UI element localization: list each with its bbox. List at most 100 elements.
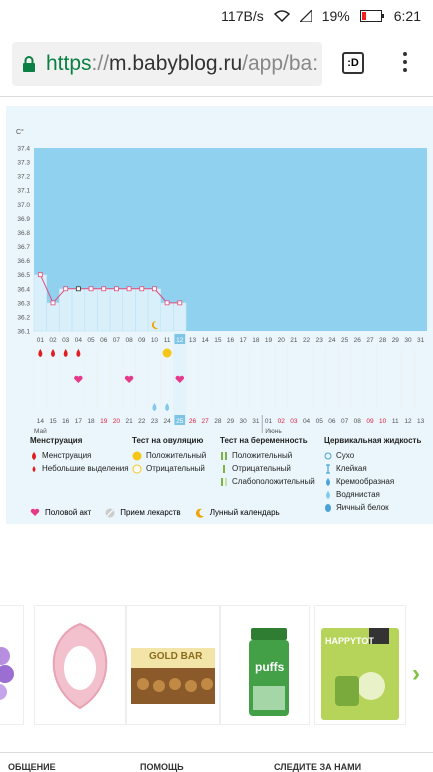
- day-label: 12: [176, 337, 184, 344]
- date-label: 23: [151, 418, 159, 425]
- temperature-point: [75, 286, 81, 292]
- moon-icon: [151, 320, 159, 329]
- product-card-happytot[interactable]: HAPPYTOT: [314, 605, 406, 725]
- temperature-point: [126, 286, 132, 292]
- lock-icon: [23, 56, 35, 72]
- gold-bar-image: [131, 648, 215, 704]
- day-label: 28: [379, 337, 387, 344]
- cervical-watery-drop: [152, 403, 157, 411]
- date-label: 10: [379, 418, 387, 425]
- date-label: 07: [341, 418, 349, 425]
- happytot-pouch-image: [321, 628, 399, 720]
- footer-help[interactable]: ПОМОЩЬ: [140, 762, 184, 772]
- date-label: 01: [265, 418, 273, 425]
- date-label: 21: [125, 418, 133, 425]
- temperature-point: [88, 286, 94, 292]
- legend-item: Кремообразная: [336, 477, 395, 486]
- day-label: 03: [62, 337, 70, 344]
- product-card-gold-bar[interactable]: GOLD BAR: [126, 605, 220, 725]
- day-label: 05: [87, 337, 95, 344]
- wifi-icon: [273, 10, 290, 22]
- date-label: 04: [303, 418, 311, 425]
- legend-item: Сухо: [336, 451, 355, 460]
- day-label: 26: [354, 337, 362, 344]
- temperature-bar: [122, 288, 136, 332]
- legend-item: Отрицательный: [232, 464, 291, 473]
- product-card-teether-partial[interactable]: [0, 605, 24, 725]
- y-tick-label: 36.3: [17, 300, 30, 307]
- day-label: 17: [240, 337, 248, 344]
- battery-icon: [359, 10, 384, 22]
- browser-toolbar: https://m.babyblog.ru/app/ba: :D: [0, 34, 433, 97]
- status-bar: 117B/s 19% 6:21: [0, 0, 433, 34]
- y-tick-label: 37.1: [17, 188, 30, 195]
- temperature-bar: [46, 302, 60, 332]
- day-label: 01: [37, 337, 45, 344]
- date-label: 25: [176, 418, 184, 425]
- current-day-highlight: [174, 334, 186, 344]
- menstruation-drop: [38, 349, 43, 357]
- legend-ovulation: Тест на овуляцию Положительный Отрицател…: [132, 436, 206, 475]
- temperature-bar: [97, 288, 111, 332]
- pink-teether-image: [52, 622, 108, 710]
- y-tick-label: 37.4: [17, 146, 30, 153]
- month-label-may: Май: [34, 427, 47, 435]
- footer-follow[interactable]: СЛЕДИТЕ ЗА НАМИ: [274, 762, 362, 772]
- legend-item: Положительный: [146, 451, 207, 460]
- day-label: 16: [227, 337, 235, 344]
- date-label: 05: [316, 418, 324, 425]
- date-label: 06: [328, 418, 336, 425]
- y-tick-label: 36.4: [17, 286, 30, 293]
- product-card-puffs[interactable]: puffs: [220, 605, 310, 725]
- next-arrow-icon[interactable]: ›: [412, 660, 420, 687]
- network-speed: 117B/s: [221, 8, 264, 24]
- temperature-bar: [33, 274, 47, 332]
- purple-teether-image: [0, 647, 14, 700]
- puffs-canister-image: [249, 628, 289, 716]
- double-bar-icon: [221, 451, 227, 460]
- intercourse-heart: [74, 375, 83, 383]
- y-tick-label: 37.0: [17, 202, 30, 209]
- y-tick-label: 36.2: [17, 314, 30, 321]
- intercourse-heart: [124, 375, 134, 383]
- day-label: 14: [202, 337, 210, 344]
- day-label: 10: [151, 337, 159, 344]
- current-date-highlight: [174, 415, 186, 425]
- creamy-icon: [326, 477, 330, 486]
- url-text: https://m.babyblog.ru/app/ba:: [46, 52, 319, 75]
- drop-icon: [32, 451, 36, 460]
- tab-switcher-button[interactable]: :D: [342, 52, 364, 74]
- footer-community[interactable]: ОБЩЕНИЕ: [8, 762, 56, 772]
- temperature-point: [50, 300, 56, 306]
- temperature-point: [139, 286, 145, 292]
- legend-pregnancy: Тест на беременность Положительный Отриц…: [220, 436, 315, 488]
- battery-level: 19%: [321, 8, 350, 24]
- y-tick-label: 36.7: [17, 244, 30, 251]
- legend-item: Половой акт: [45, 508, 92, 517]
- legend-item: Яичный белок: [336, 503, 389, 512]
- ovulation-positive-dot: [162, 348, 172, 358]
- happytot-label: HAPPYTOT: [325, 636, 374, 646]
- sticky-icon: [326, 463, 330, 474]
- day-label: 30: [404, 337, 412, 344]
- day-label: 09: [138, 337, 146, 344]
- legend-item: Водянистая: [336, 490, 380, 499]
- day-label: 02: [49, 337, 57, 344]
- day-label: 04: [75, 337, 83, 344]
- legend-cervical: Цервикальная жидкость Сухо Клейкая Кремо…: [324, 436, 421, 514]
- signal-icon: [299, 10, 312, 22]
- day-label: 27: [366, 337, 374, 344]
- temperature-bar: [173, 302, 187, 332]
- url-bar[interactable]: https://m.babyblog.ru/app/ba:: [12, 42, 322, 86]
- y-tick-label: 36.8: [17, 230, 30, 237]
- product-carousel: GOLD BAR puffs HAPPYTOT ›: [0, 605, 433, 725]
- date-label: 14: [37, 418, 45, 425]
- legend-menstruation: Менструация Менструация Небольшие выделе…: [30, 436, 129, 475]
- day-label: 15: [214, 337, 222, 344]
- temperature-point: [152, 286, 157, 292]
- product-card-teether[interactable]: [34, 605, 126, 725]
- day-label: 08: [125, 337, 133, 344]
- temperature-point: [37, 272, 43, 278]
- more-menu-icon[interactable]: [398, 52, 412, 76]
- date-label: 03: [290, 418, 298, 425]
